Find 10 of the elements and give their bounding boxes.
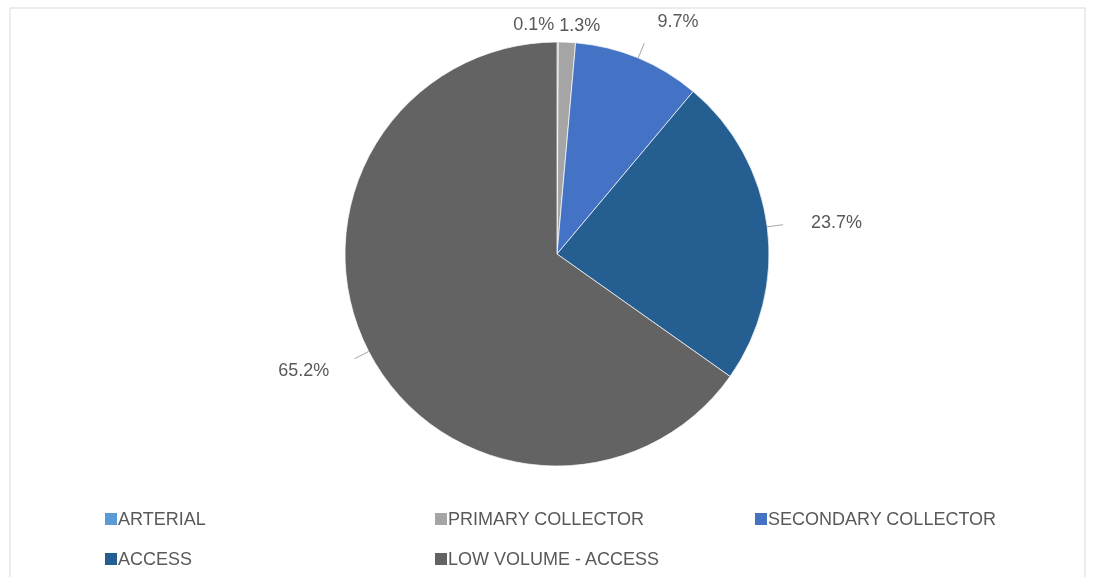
data-label: 9.7%	[657, 11, 699, 32]
data-label: 23.7%	[810, 211, 862, 232]
data-label: 0.1%	[513, 14, 555, 35]
data-label: 65.2%	[278, 360, 330, 381]
legend-label: ARTERIAL	[118, 509, 206, 530]
legend-label: ACCESS	[118, 549, 193, 570]
legend-label: PRIMARY COLLECTOR	[448, 509, 645, 530]
legend-label: LOW VOLUME - ACCESS	[448, 549, 660, 570]
legend-label: SECONDARY COLLECTOR	[768, 509, 997, 530]
data-label: 1.3%	[559, 14, 601, 35]
